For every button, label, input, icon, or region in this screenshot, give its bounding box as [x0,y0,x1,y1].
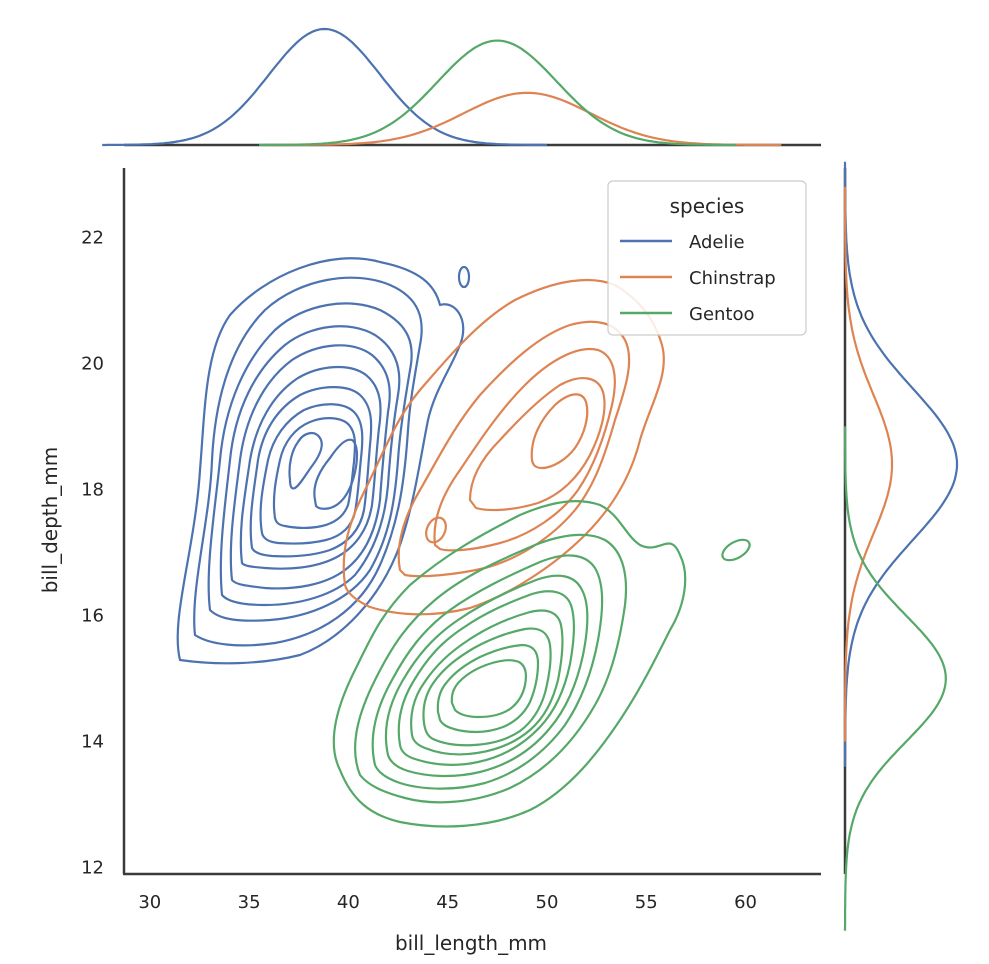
chinstrap-contour-level-2 [397,320,631,578]
adelie-contour-level-1 [176,257,465,665]
x-tick-label-60: 60 [734,892,757,913]
adelie-contour-level-7 [249,386,373,558]
x-axis-ticks: 30 35 40 45 50 55 60 [138,892,757,913]
adelie-contour-level-4 [219,325,401,607]
gentoo-contour-level-7 [422,627,552,747]
y-tick-label-18: 18 [81,479,104,500]
legend-frame [607,180,807,336]
gentoo-contour-level-4 [384,574,589,778]
x-tick-label-30: 30 [138,892,161,913]
right-marginal-curve-gentoo [843,426,947,931]
chinstrap-contour-level-4 [468,377,606,512]
right-marginal-curve-chinstrap [843,186,894,742]
top-marginal-density [102,27,782,147]
chinstrap-contours [342,278,665,616]
gentoo-isolated-island [721,538,751,562]
chinstrap-contour-level-5 [530,393,589,470]
gentoo-contours [332,500,751,828]
adelie-contour-level-10 [288,432,359,510]
x-tick-label-45: 45 [436,892,459,913]
chinstrap-isolated-island [425,516,447,544]
top-marginal-curve-gentoo [259,39,736,147]
top-marginal-curve-chinstrap [272,91,782,147]
gentoo-contour-level-2 [354,533,628,804]
gentoo-contour-level-5 [397,590,576,766]
x-tick-label-40: 40 [337,892,360,913]
adelie-contour-level-5 [229,344,391,590]
adelie-contours [176,257,471,665]
x-tick-label-50: 50 [536,892,559,913]
y-axis-ticks: 12 14 16 18 20 22 [81,227,104,878]
gentoo-contour-level-8 [436,643,540,734]
gentoo-contour-level-9 [450,659,527,719]
gentoo-contour-level-1 [332,500,687,828]
chinstrap-contour-level-3 [433,347,616,552]
y-tick-label-12: 12 [81,858,104,879]
y-tick-label-16: 16 [81,606,104,627]
legend: species Adelie Chinstrap Gentoo [607,180,807,336]
adelie-contour-level-2 [193,276,423,647]
gentoo-contour-level-6 [410,609,564,756]
chinstrap-contour-level-1 [342,278,665,616]
y-tick-label-22: 22 [81,227,104,248]
legend-label-chinstrap: Chinstrap [689,268,776,289]
adelie-isolated-island [457,265,471,289]
legend-title: species [670,194,745,218]
adelie-contour-level-9 [272,417,357,529]
adelie-contour-level-8 [259,403,364,545]
right-marginal-density [843,161,959,931]
legend-label-gentoo: Gentoo [689,304,755,325]
right-marginal-curve-adelie [843,161,959,767]
adelie-contour-level-3 [207,302,413,622]
x-tick-label-55: 55 [635,892,658,913]
legend-label-adelie: Adelie [689,232,745,253]
top-marginal-curve-adelie [102,27,547,147]
y-tick-label-20: 20 [81,353,104,374]
gentoo-contour-level-3 [371,554,604,790]
y-axis-label: bill_depth_mm [38,447,62,594]
x-tick-label-35: 35 [238,892,261,913]
adelie-contour-level-6 [239,365,382,570]
y-tick-label-14: 14 [81,732,104,753]
x-axis-label: bill_length_mm [395,931,547,955]
